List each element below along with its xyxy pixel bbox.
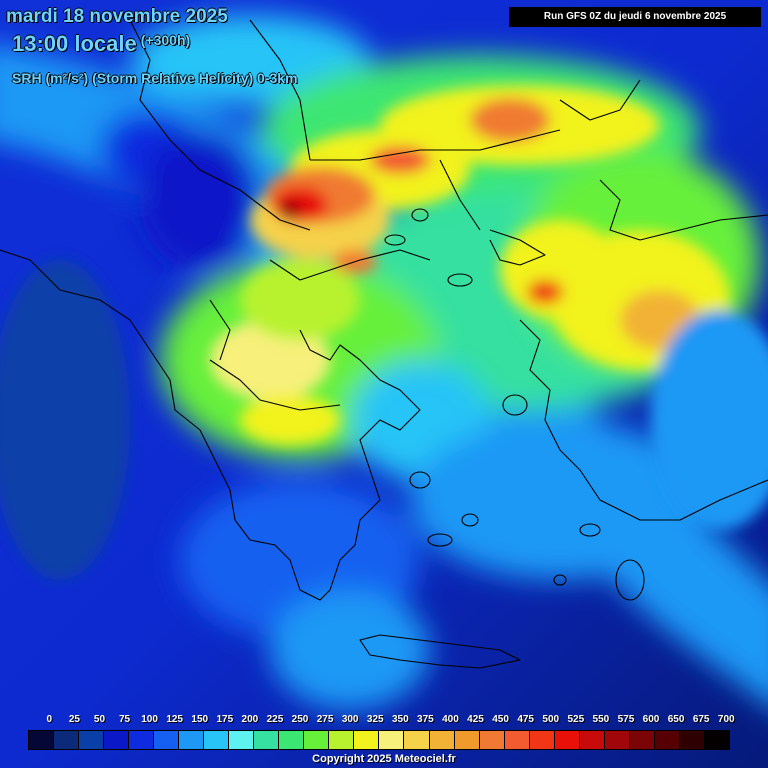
legend-swatch [479, 731, 505, 749]
legend-swatch [129, 731, 155, 749]
legend-label: 400 [442, 714, 459, 725]
legend-label: 700 [717, 714, 735, 725]
legend-swatch [154, 731, 180, 749]
legend-label: 650 [667, 714, 685, 725]
legend-swatch [504, 731, 530, 749]
legend-label: 175 [216, 714, 234, 725]
legend-label: 250 [291, 714, 309, 725]
legend-label: 350 [391, 714, 409, 725]
legend-bar [28, 730, 730, 750]
coastlines-borders [0, 19, 768, 669]
legend-label: 675 [692, 714, 710, 725]
legend-label: 450 [492, 714, 509, 725]
legend-label: 125 [166, 714, 183, 725]
legend-swatch [579, 731, 605, 749]
legend-swatch [54, 731, 80, 749]
legend-swatch [229, 731, 255, 749]
legend-swatch [679, 731, 705, 749]
legend-label: 75 [118, 714, 131, 725]
legend-label: 325 [366, 714, 384, 725]
copyright: Copyright 2025 Meteociel.fr [312, 753, 456, 765]
parameter-title: SRH (m²/s²) (Storm Relative Helicity) 0-… [12, 70, 298, 86]
color-legend: 0 25 50 75 100 125 150 175 200 225 250 275 300 325 350… [0, 708, 768, 768]
legend-label: 600 [642, 714, 660, 725]
legend-label: 525 [567, 714, 585, 725]
legend-swatch [104, 731, 130, 749]
legend-swatch [404, 731, 430, 749]
legend-label: 500 [542, 714, 560, 725]
legend-label: 0 [46, 714, 53, 725]
legend-swatch [529, 731, 555, 749]
legend-swatch [704, 731, 729, 749]
legend-label: 200 [241, 714, 259, 725]
legend-label: 100 [141, 714, 158, 725]
legend-label: 550 [592, 714, 610, 725]
legend-label: 300 [341, 714, 359, 725]
legend-swatch [79, 731, 105, 749]
legend-swatch [204, 731, 230, 749]
legend-label: 150 [191, 714, 209, 725]
forecast-offset: (+300h) [140, 32, 191, 48]
legend-label: 25 [68, 714, 80, 725]
legend-label: 425 [467, 714, 484, 725]
legend-label: 475 [517, 714, 534, 725]
legend-label: 275 [316, 714, 334, 725]
legend-swatch [279, 731, 305, 749]
legend-swatch [454, 731, 480, 749]
legend-swatch [554, 731, 580, 749]
forecast-time: 13:00 locale (+300h) [12, 31, 190, 57]
legend-swatch [629, 731, 655, 749]
forecast-date: mardi 18 novembre 2025 [6, 6, 228, 27]
legend-swatch [329, 731, 355, 749]
legend-swatch [354, 731, 380, 749]
legend-swatch [654, 731, 680, 749]
legend-label: 50 [93, 714, 106, 725]
run-info: Run GFS 0Z du jeudi 6 novembre 2025 [509, 7, 761, 27]
forecast-time-label: 13:00 locale [12, 31, 137, 56]
legend-label: 575 [617, 714, 635, 725]
legend-swatch [179, 731, 205, 749]
legend-swatch [379, 731, 405, 749]
legend-label: 225 [266, 714, 284, 725]
legend-swatch [304, 731, 330, 749]
legend-swatch [29, 731, 55, 749]
legend-labels: 0 25 50 75 100 125 150 175 200 225 250 275 300 325 350… [0, 714, 768, 728]
legend-swatch [429, 731, 455, 749]
legend-swatch [604, 731, 630, 749]
legend-swatch [254, 731, 280, 749]
legend-label: 375 [417, 714, 434, 725]
